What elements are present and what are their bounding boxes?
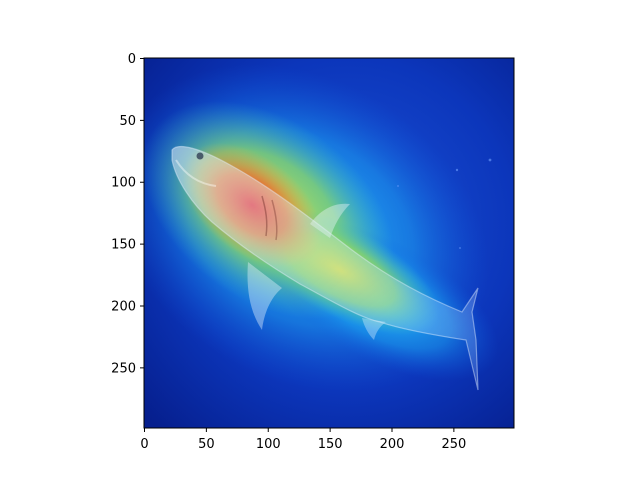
x-tick-label: 200: [380, 437, 405, 452]
y-tick-label: 150: [111, 238, 136, 253]
y-tick-label: 200: [111, 299, 136, 314]
x-tick-label: 100: [256, 437, 281, 452]
y-tick-label: 250: [111, 361, 136, 376]
x-tick-label: 0: [140, 437, 148, 452]
shark-silhouette: [171, 145, 479, 391]
axes-frame: [143, 57, 515, 429]
x-tick-label: 250: [441, 437, 466, 452]
x-axis: 0 50 100 150 200 250: [140, 428, 466, 452]
y-tick-label: 50: [119, 114, 136, 129]
y-axis: 0 50 100 150 200 250: [111, 52, 144, 376]
y-tick-label: 100: [111, 176, 136, 191]
y-tick-label: 0: [128, 52, 136, 67]
image-panel: [144, 58, 514, 428]
x-tick-label: 150: [318, 437, 343, 452]
x-tick-label: 50: [198, 437, 215, 452]
